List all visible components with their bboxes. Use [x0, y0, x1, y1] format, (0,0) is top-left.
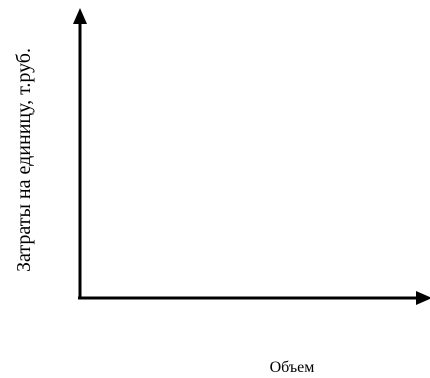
y-axis-arrowhead [73, 8, 87, 24]
x-axis-label: Объем [270, 359, 315, 376]
y-axis-label: Затраты на единицу, т.руб. [13, 48, 35, 272]
x-axis-arrowhead [416, 291, 430, 305]
